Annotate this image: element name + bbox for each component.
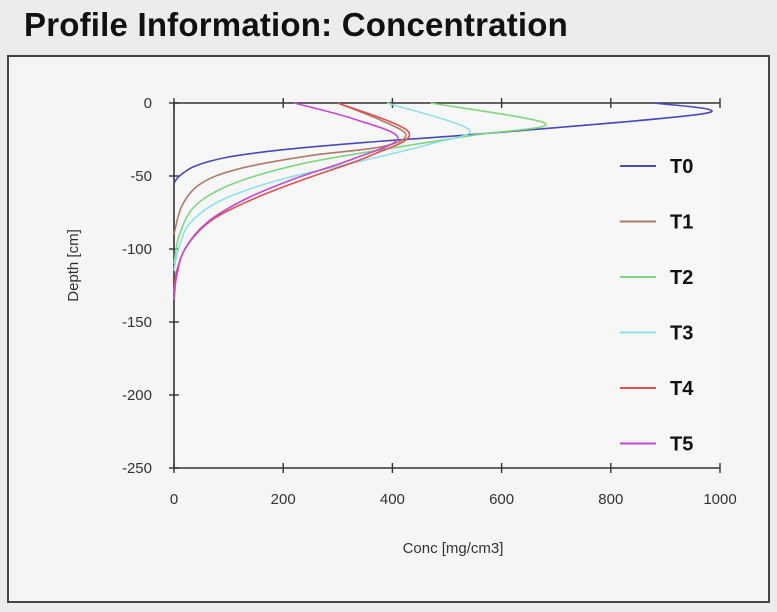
x-tick-label: 400	[380, 491, 405, 508]
legend-label-t0: T0	[670, 156, 693, 178]
legend-label-t4: T4	[670, 378, 694, 400]
series-line-t5	[173, 102, 399, 301]
y-tick-label: -150	[122, 314, 152, 331]
legend-label-t1: T1	[670, 212, 693, 234]
x-axis-title: Conc [mg/cm3]	[403, 540, 504, 557]
x-tick-label: 800	[598, 491, 623, 508]
y-axis-title: Depth [cm]	[65, 229, 82, 302]
series-line-t1	[173, 102, 407, 235]
y-tick-label: -50	[130, 168, 152, 185]
legend-label-t2: T2	[670, 267, 693, 289]
y-tick-label: -250	[122, 460, 152, 477]
x-tick-label: 600	[489, 491, 514, 508]
legend-label-t3: T3	[670, 323, 693, 345]
x-tick-label: 1000	[703, 491, 736, 508]
y-tick-label: 0	[144, 95, 152, 112]
plot-area	[174, 103, 720, 468]
x-tick-label: 0	[170, 491, 178, 508]
x-tick-label: 200	[271, 491, 296, 508]
series-line-t2	[173, 102, 547, 264]
series-line-t3	[173, 102, 471, 272]
series-line-t0	[173, 102, 713, 184]
y-tick-label: -100	[122, 241, 152, 258]
y-tick-label: -200	[122, 387, 152, 404]
legend-label-t5: T5	[670, 434, 693, 456]
window-title: Profile Information: Concentration	[24, 6, 568, 43]
